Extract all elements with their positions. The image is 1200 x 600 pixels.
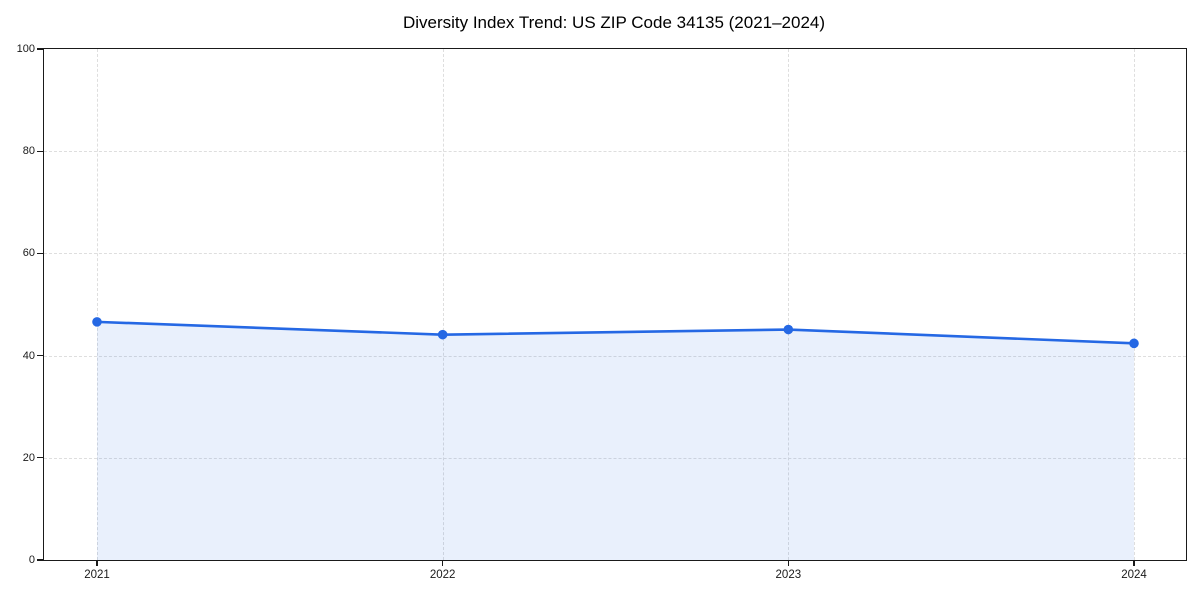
grid-line-horizontal <box>44 457 1186 459</box>
grid-line-vertical <box>97 49 98 560</box>
x-axis-tick <box>787 561 790 566</box>
grid-line-horizontal <box>44 151 1186 153</box>
grid-line-vertical <box>442 49 444 560</box>
y-axis-tick <box>37 48 43 50</box>
y-axis-tick <box>37 457 43 459</box>
x-axis-tick-label: 2022 <box>429 569 456 581</box>
grid-line-horizontal <box>44 253 1186 255</box>
y-axis-tick <box>37 559 43 561</box>
y-axis-tick <box>37 150 43 152</box>
chart-title: Diversity Index Trend: US ZIP Code 34135… <box>402 13 826 32</box>
trend-series <box>92 317 1139 560</box>
x-axis-tick <box>441 561 444 566</box>
x-axis-tick <box>96 561 98 566</box>
data-point-marker <box>437 329 448 340</box>
x-axis-tick-label: 2021 <box>84 569 110 581</box>
x-axis-tick-label: 2024 <box>1121 569 1147 581</box>
data-point-marker <box>92 317 102 327</box>
data-point-marker <box>783 324 794 335</box>
y-axis-tick <box>37 252 43 255</box>
grid-line-vertical <box>1134 49 1135 560</box>
x-axis-tick-label: 2023 <box>775 569 802 581</box>
plot-area: 0 20 40 60 80 100 2021 2022 2023 2024 <box>17 43 1187 581</box>
y-axis-tick-label: 40 <box>22 349 35 362</box>
y-axis-tick-label: 100 <box>16 43 35 55</box>
grid-line-vertical <box>788 49 790 560</box>
grid-line-horizontal <box>44 355 1186 357</box>
x-axis-tick <box>1133 561 1135 566</box>
y-axis-tick <box>37 354 43 357</box>
y-axis-tick-label: 80 <box>22 145 35 158</box>
y-axis-tick-label: 0 <box>28 554 35 566</box>
y-axis-tick-label: 20 <box>22 451 35 464</box>
data-point-marker <box>1129 338 1139 349</box>
trend-line <box>95 320 1136 345</box>
area-fill <box>97 321 1134 560</box>
y-axis-tick-label: 60 <box>22 247 35 260</box>
